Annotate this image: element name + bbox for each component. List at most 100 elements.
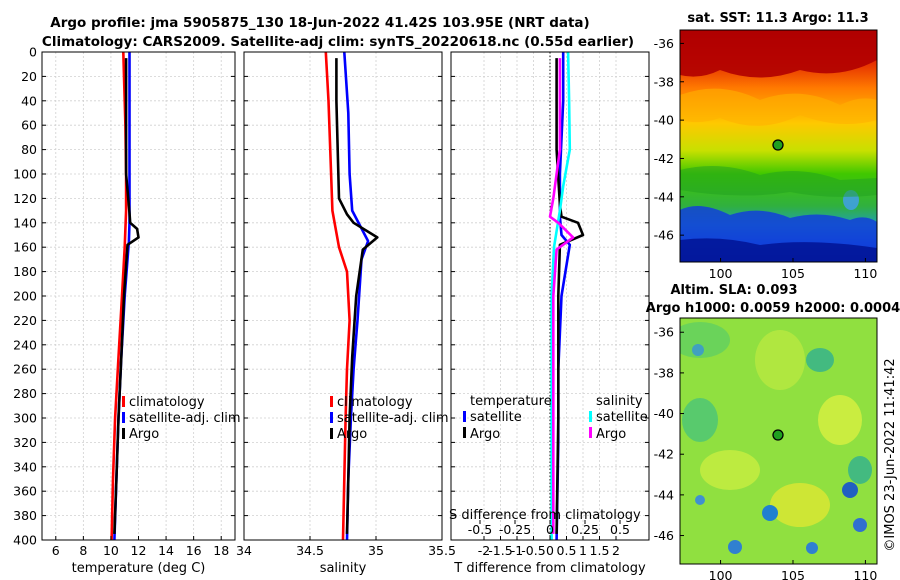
sla-feature (770, 483, 830, 527)
salinity-legend: climatology satellite-adj. clim Argo (330, 395, 449, 442)
series-line (335, 58, 379, 534)
y-tick-label: 400 (13, 533, 37, 548)
sst-deep-cold (680, 238, 877, 262)
series-line (555, 58, 585, 534)
sla-map: Altim. SLA: 0.093 Argo h1000: 0.0059 h20… (646, 283, 900, 580)
x-tick-label: 12 (131, 543, 147, 558)
s-tick-label: 0 (546, 522, 554, 537)
y-tick-label: 320 (13, 435, 37, 450)
legend-label-satellite: satellite-adj. clim (337, 411, 449, 426)
x-tick-label: 34.5 (296, 543, 324, 558)
sla-feature (700, 450, 760, 490)
sla-feature (682, 398, 718, 442)
y-tick-label: 360 (13, 484, 37, 499)
x-axis-label: T difference from climatology (453, 561, 646, 576)
x-tick-label: 110 (853, 568, 877, 580)
sla-map-axes: 100 105 110 -36 -38 -40 -42 -44 -46 (654, 325, 878, 580)
legend-label-s-argo: Argo (596, 427, 626, 442)
sla-eddy (728, 540, 742, 554)
y-tick-label: 100 (13, 167, 37, 182)
y-tick-label: 180 (13, 264, 37, 279)
sla-eddy (695, 495, 705, 505)
x-tick-label: -1.5 (488, 543, 512, 558)
x-tick-label: 110 (853, 266, 877, 281)
legend-title-salinity: salinity (596, 394, 643, 409)
x-axis-label: salinity (320, 561, 367, 576)
legend-swatch-satellite (122, 412, 125, 423)
x-tick-label: 2 (612, 543, 620, 558)
y-tick-label: -42 (654, 151, 674, 166)
sla-eddy (842, 482, 858, 498)
sla-feature (806, 348, 834, 372)
y-tick-label: 300 (13, 411, 37, 426)
sla-feature (848, 456, 872, 484)
y-tick-label: 60 (21, 118, 37, 133)
legend-swatch-climatology (122, 396, 125, 407)
sst-orange-band (680, 88, 877, 126)
x-tick-label: 100 (709, 266, 733, 281)
legend-title-temperature: temperature (470, 394, 552, 409)
x-tick-label: 1 (579, 543, 587, 558)
y-tick-label: 340 (13, 459, 37, 474)
x-tick-label: 1.5 (590, 543, 610, 558)
sla-map-title-line-1: Altim. SLA: 0.093 (671, 283, 798, 298)
x-tick-label: -2 (478, 543, 490, 558)
sst-map-axes: 100 105 110 -36 -38 -40 -42 -44 -46 (654, 36, 878, 281)
x-tick-label: 0 (546, 543, 554, 558)
x-axis-label: temperature (deg C) (72, 561, 206, 576)
legend-swatch-t-argo (463, 427, 466, 438)
legend-swatch-climatology (330, 396, 333, 407)
legend-label-climatology: climatology (337, 395, 413, 410)
title-line-1: Argo profile: jma 5905875_130 18-Jun-202… (50, 15, 589, 31)
y-tick-label: 200 (13, 289, 37, 304)
y-tick-label: 140 (13, 215, 37, 230)
series-line (548, 58, 575, 534)
sst-map-title: sat. SST: 11.3 Argo: 11.3 (687, 11, 868, 26)
x-tick-label: -0.5 (521, 543, 545, 558)
series-line (550, 51, 572, 540)
y-tick-label: 0 (29, 45, 37, 60)
x-tick-label: 10 (103, 543, 119, 558)
salinity-profile-panel: 34 34.5 35 35.5 salinity (236, 51, 456, 576)
x-tick-label: 16 (186, 543, 202, 558)
imos-watermark: ©IMOS 23-Jun-2022 11:41:42 (883, 358, 898, 551)
sla-eddy (853, 518, 867, 532)
y-tick-label: -40 (654, 113, 674, 128)
legend-swatch-satellite (330, 412, 333, 423)
y-tick-label: 40 (21, 93, 37, 108)
y-tick-label: -36 (654, 325, 674, 340)
y-tick-label: 380 (13, 508, 37, 523)
legend-swatch-s-argo (589, 427, 592, 438)
legend-label-s-satellite: satellite (596, 410, 648, 425)
sla-map-title-line-2: Argo h1000: 0.0059 h2000: 0.0004 (646, 301, 900, 316)
s-tick-label: -0.25 (499, 522, 531, 537)
y-tick-label: 160 (13, 240, 37, 255)
argo-location-marker (772, 429, 784, 441)
y-tick-label: -40 (654, 406, 674, 421)
s-axis-label: S difference from climatology (449, 508, 641, 523)
difference-salinity-legend: salinity satellite Argo (589, 394, 648, 442)
legend-label-climatology: climatology (129, 395, 205, 410)
sla-eddy (806, 542, 818, 554)
sla-feature (818, 395, 862, 445)
sla-eddy (692, 344, 704, 356)
x-tick-label: 8 (79, 543, 87, 558)
x-tick-label: 18 (213, 543, 229, 558)
x-tick-label: 105 (781, 568, 805, 580)
legend-swatch-s-satellite (589, 411, 592, 422)
x-tick-label: 105 (781, 266, 805, 281)
y-tick-label: -44 (654, 487, 674, 502)
y-tick-label: -36 (654, 36, 674, 51)
y-tick-label: -42 (654, 447, 674, 462)
argo-location-marker (772, 139, 784, 151)
title-line-2: Climatology: CARS2009. Satellite-adj cli… (42, 34, 634, 50)
y-tick-label: -46 (654, 528, 674, 543)
difference-profile-panel: -2-1.5-1-0.5 0 0.5 1 1.5 2T difference from c… (449, 51, 650, 576)
legend-swatch-argo (122, 428, 125, 439)
y-tick-label: -46 (654, 228, 674, 243)
legend-label-satellite: satellite-adj. clim (129, 411, 241, 426)
x-tick-label: 35 (368, 543, 384, 558)
y-tick-label: 240 (13, 337, 37, 352)
y-tick-label: 80 (21, 142, 37, 157)
